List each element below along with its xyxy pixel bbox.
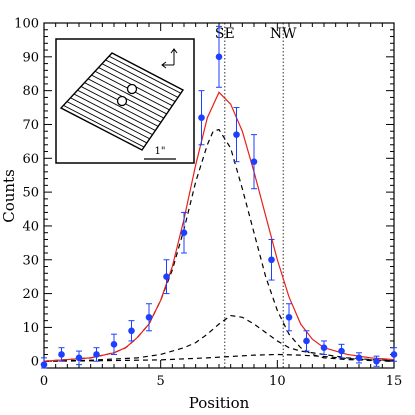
y-tick-label: 70 — [22, 118, 39, 133]
y-tick-label: 0 — [31, 355, 39, 370]
y-tick-label: 80 — [22, 84, 39, 99]
y-axis-label: Counts — [0, 169, 18, 223]
data-point — [390, 351, 398, 358]
data-point — [338, 347, 345, 355]
data-point — [58, 351, 65, 358]
x-tick-label: 0 — [40, 374, 48, 389]
data-point — [355, 354, 363, 362]
x-tick-label: 5 — [157, 374, 165, 389]
y-tick-label: 40 — [22, 219, 39, 234]
data-point — [250, 158, 258, 165]
inset-circle-nw — [126, 83, 138, 95]
data-point — [93, 351, 100, 358]
inset-stripe — [61, 87, 183, 150]
data-point — [110, 341, 118, 348]
data-point — [215, 53, 223, 61]
data-point — [320, 344, 328, 352]
data-point — [285, 313, 293, 321]
model-component-line — [43, 128, 395, 362]
data-point — [145, 313, 153, 321]
data-point — [128, 327, 135, 335]
inset-stripe — [61, 92, 183, 150]
x-tick-label: 10 — [269, 374, 286, 389]
y-tick-label: 10 — [22, 321, 39, 336]
inset-region-outline — [59, 52, 185, 151]
x-tick-label: 15 — [386, 374, 403, 389]
y-tick-label: 30 — [22, 253, 39, 268]
data-point — [180, 229, 188, 237]
y-tick-label: 100 — [14, 17, 39, 32]
reference-lines: SE NW — [215, 23, 297, 368]
model-components — [43, 128, 395, 362]
model-total-line — [43, 91, 395, 362]
data-point — [75, 354, 83, 362]
y-tick-label: 20 — [22, 287, 39, 302]
x-axis-ticks: 0 5 10 15 — [40, 23, 402, 389]
data-point — [303, 337, 310, 345]
y-tick-label: 60 — [22, 152, 39, 167]
data-point — [233, 131, 240, 138]
observed-points — [40, 25, 398, 369]
data-point — [163, 273, 170, 280]
inset-scale-label: 1" — [155, 146, 166, 157]
data-point — [268, 256, 275, 264]
y-axis-ticks: 0 10 20 30 40 50 60 70 80 90 100 — [14, 17, 394, 370]
data-point — [198, 114, 205, 122]
reference-line-label: NW — [270, 26, 297, 42]
reference-line-label: SE — [215, 26, 235, 42]
model-component-line — [43, 353, 395, 362]
data-point — [40, 361, 48, 368]
inset-image-panel: 1" — [55, 38, 195, 164]
data-point — [373, 357, 380, 365]
y-tick-label: 50 — [22, 186, 39, 201]
inset-compass-icon — [161, 48, 178, 69]
inset-circle-se — [116, 95, 128, 107]
x-axis-label: Position — [189, 394, 250, 412]
y-tick-label: 90 — [22, 50, 39, 65]
